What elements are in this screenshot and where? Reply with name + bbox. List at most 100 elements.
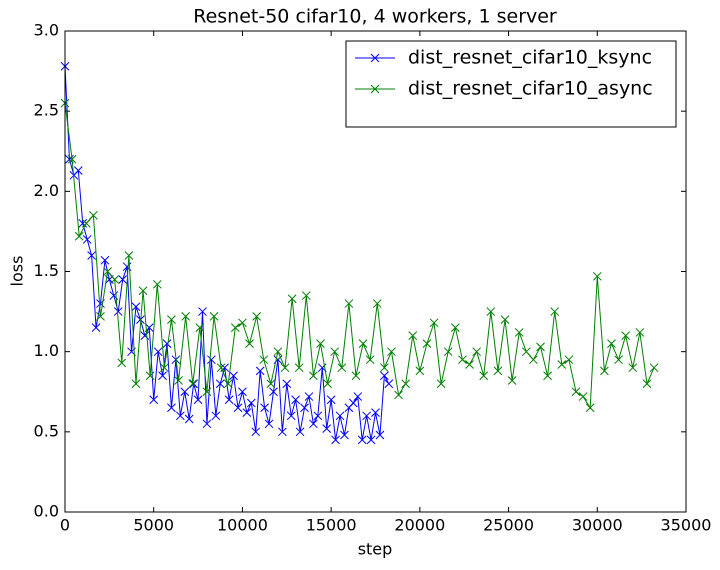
data-point xyxy=(202,387,212,397)
data-point xyxy=(479,371,489,381)
data-point xyxy=(238,387,247,397)
data-point xyxy=(353,392,363,401)
data-point xyxy=(246,398,256,408)
data-point xyxy=(313,411,323,421)
data-point xyxy=(322,424,332,433)
data-point xyxy=(294,363,304,373)
data-point xyxy=(195,323,205,332)
data-point xyxy=(450,323,460,332)
data-point xyxy=(269,387,278,397)
data-point xyxy=(202,419,212,429)
data-point xyxy=(578,392,588,401)
data-point xyxy=(152,279,162,289)
data-point xyxy=(564,355,574,365)
data-point xyxy=(160,363,169,373)
data-point xyxy=(458,355,467,365)
data-point xyxy=(96,312,105,321)
data-point xyxy=(153,347,163,357)
data-point xyxy=(557,360,567,369)
data-point xyxy=(514,328,524,337)
data-point xyxy=(273,347,283,357)
data-point xyxy=(337,363,347,373)
legend-marker xyxy=(370,84,380,94)
data-point xyxy=(131,379,141,389)
data-point xyxy=(309,419,318,429)
legend-label: dist_resnet_cifar10_async xyxy=(408,78,653,100)
data-point xyxy=(138,286,148,296)
data-point xyxy=(507,376,517,385)
data-point xyxy=(529,355,538,365)
data-point xyxy=(216,363,226,373)
x-tick-label: 0 xyxy=(60,516,70,535)
data-point xyxy=(493,366,503,376)
data-point xyxy=(277,427,287,437)
data-point xyxy=(366,435,376,445)
data-point xyxy=(422,339,432,349)
data-point xyxy=(614,355,623,365)
data-point xyxy=(167,315,176,324)
data-point xyxy=(465,360,474,369)
data-point xyxy=(89,211,98,220)
data-point xyxy=(384,379,394,389)
data-point xyxy=(375,430,385,440)
data-point xyxy=(207,355,216,365)
y-tick-label: 2.0 xyxy=(34,181,59,200)
data-point xyxy=(266,379,276,389)
data-point xyxy=(149,395,159,405)
data-point xyxy=(91,323,101,332)
x-tick-label: 30000 xyxy=(572,516,623,535)
data-point xyxy=(340,430,349,440)
data-point xyxy=(304,392,314,401)
data-point xyxy=(238,318,247,328)
data-point xyxy=(372,299,382,308)
data-point xyxy=(316,339,325,349)
chart-title: Resnet-50 cifar10, 4 workers, 1 server xyxy=(193,6,557,28)
data-point xyxy=(371,408,380,417)
data-point xyxy=(642,379,652,389)
data-point xyxy=(184,414,194,424)
data-point xyxy=(323,379,332,389)
data-point xyxy=(295,427,305,437)
data-point xyxy=(100,255,110,265)
x-tick-label: 10000 xyxy=(217,516,268,535)
series-line xyxy=(64,103,655,410)
data-point xyxy=(649,363,659,373)
data-point xyxy=(286,411,296,421)
data-point xyxy=(592,271,602,281)
y-tick-label: 3.0 xyxy=(34,21,59,40)
data-point xyxy=(344,299,354,308)
data-point xyxy=(73,166,83,175)
data-point xyxy=(436,379,446,389)
y-tick-label: 0.0 xyxy=(34,502,59,521)
data-point xyxy=(82,235,92,244)
x-tick-label: 20000 xyxy=(394,516,445,535)
series-line xyxy=(64,66,390,440)
data-point xyxy=(209,312,219,321)
data-point xyxy=(113,307,123,316)
data-point xyxy=(401,379,411,389)
data-point xyxy=(607,339,616,349)
data-point xyxy=(330,347,340,357)
data-point xyxy=(429,318,439,328)
data-point xyxy=(189,379,198,389)
data-point xyxy=(211,411,221,421)
data-point xyxy=(87,251,96,260)
data-point xyxy=(242,408,252,417)
x-tick-label: 5000 xyxy=(133,516,174,535)
data-point xyxy=(282,379,292,389)
data-point xyxy=(131,302,141,312)
data-point xyxy=(291,395,301,405)
y-tick-label: 1.5 xyxy=(34,261,59,280)
data-point xyxy=(251,427,261,437)
data-point xyxy=(252,312,261,321)
data-point xyxy=(81,219,91,228)
data-point xyxy=(110,275,120,284)
y-tick-label: 1.0 xyxy=(34,341,59,360)
data-point xyxy=(180,387,190,397)
data-point xyxy=(358,339,368,349)
x-tick-label: 25000 xyxy=(483,516,534,535)
data-point xyxy=(365,355,375,365)
data-point xyxy=(223,379,233,389)
data-point xyxy=(175,411,185,421)
